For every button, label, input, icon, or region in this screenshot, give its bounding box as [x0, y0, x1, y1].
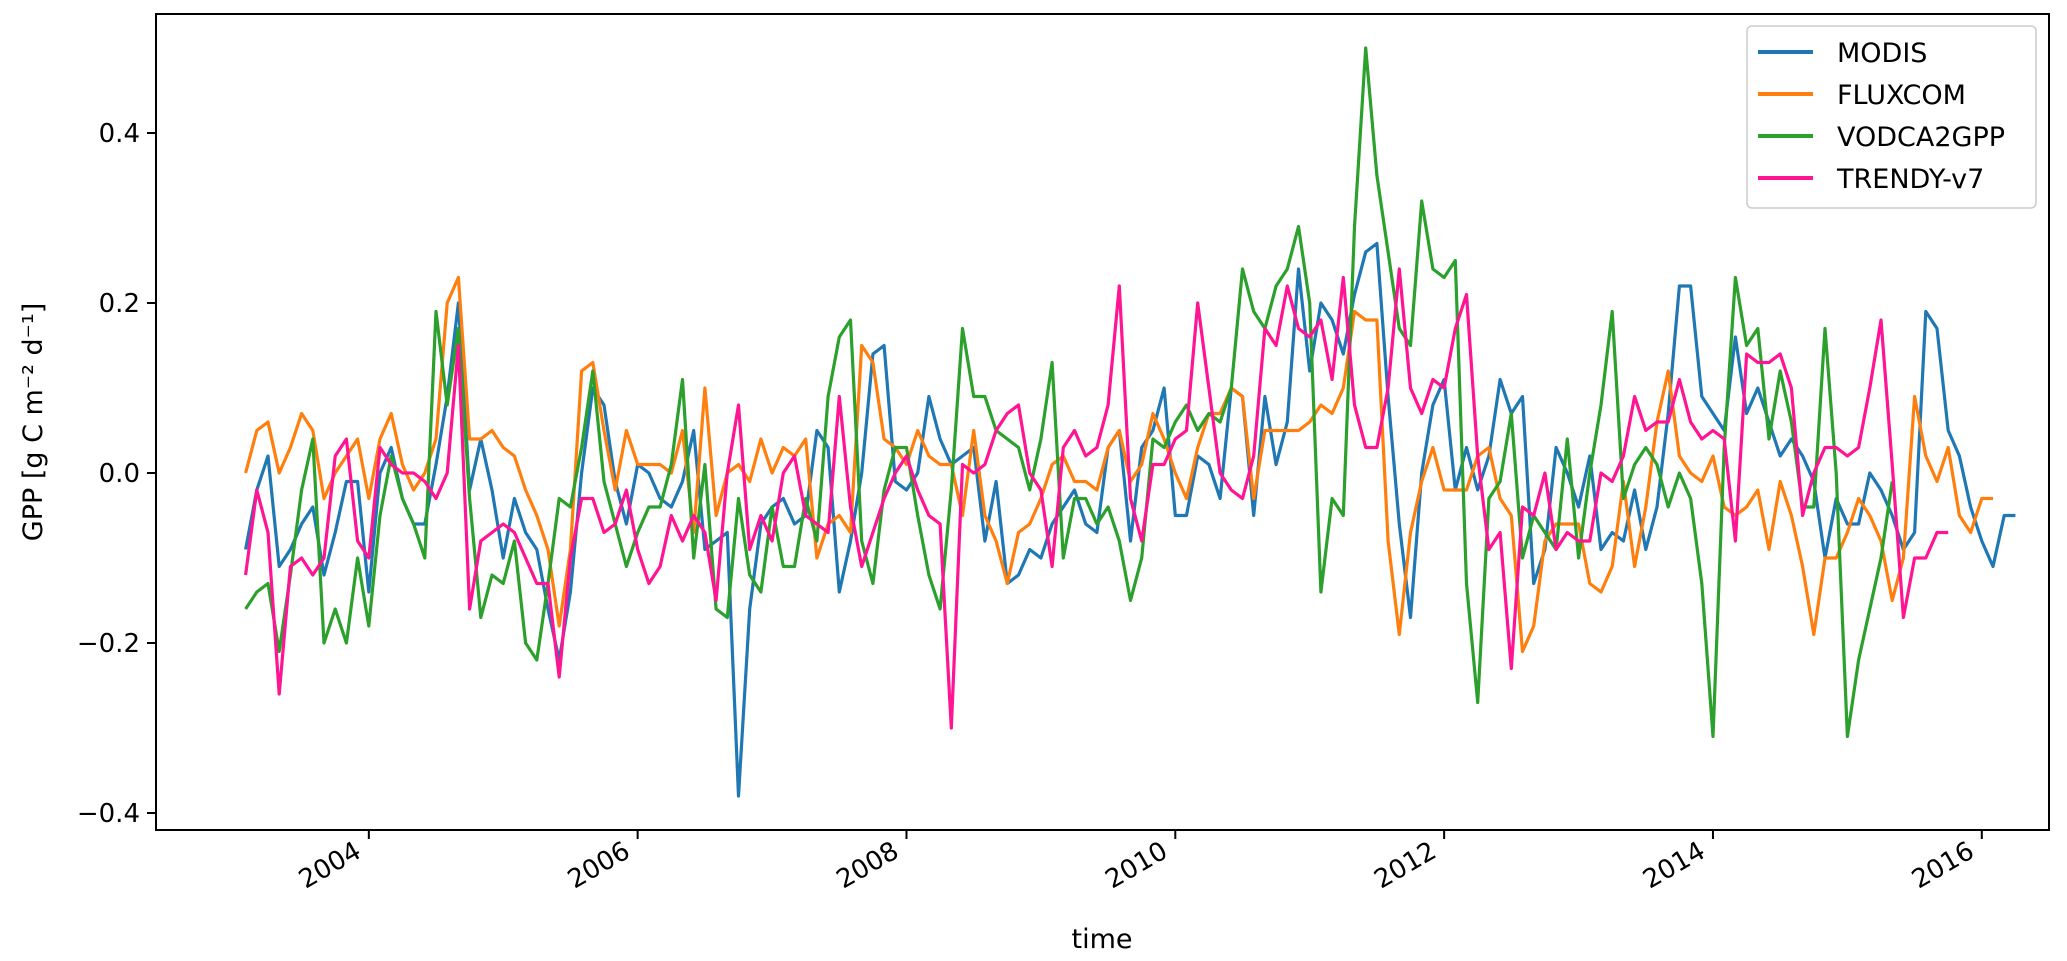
legend-label: FLUXCOM — [1837, 80, 1966, 111]
series-line-modis — [244, 241, 2016, 798]
y-tick-label: 0.4 — [99, 119, 140, 149]
y-tick-label: −0.4 — [77, 799, 140, 829]
legend-box — [1746, 25, 2037, 209]
y-axis-label: GPP [g C m⁻² d⁻¹] — [18, 303, 49, 541]
series-line-trendy-v7 — [244, 267, 1949, 730]
series-layer — [244, 46, 2016, 798]
y-tick-label: 0.0 — [99, 459, 140, 489]
legend-label: TRENDY-v7 — [1836, 164, 1984, 195]
y-tick-label: −0.2 — [77, 629, 140, 659]
series-line-vodca2gpp — [244, 46, 1894, 739]
legend-label: VODCA2GPP — [1837, 122, 2005, 153]
legend: MODIS FLUXCOM VODCA2GPP TRENDY-v7 — [1746, 25, 2037, 209]
series-line-fluxcom — [244, 275, 1993, 654]
x-axis-label: time — [1071, 924, 1132, 955]
y-axis: −0.4 −0.2 0.0 0.2 0.4 — [77, 119, 156, 829]
plot-frame — [155, 13, 2050, 831]
y-tick-label: 0.2 — [99, 289, 140, 319]
legend-label: MODIS — [1837, 38, 1927, 69]
